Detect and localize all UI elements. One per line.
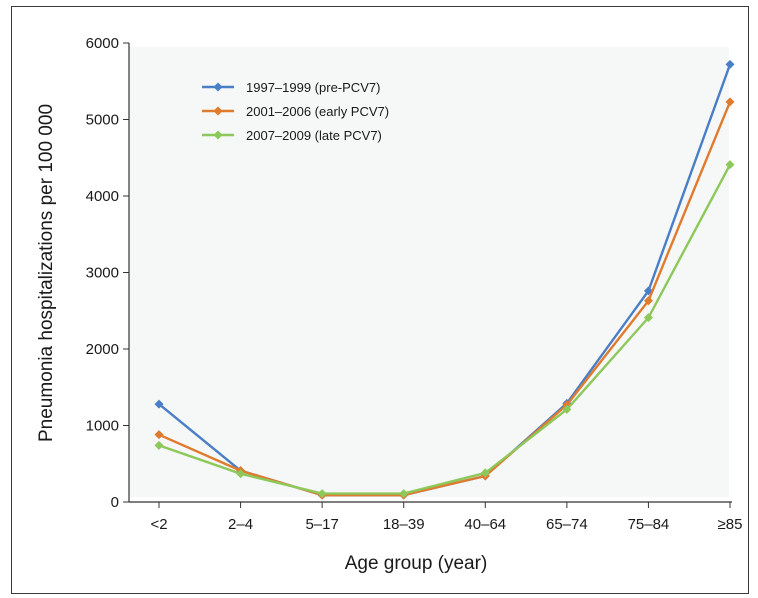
y-tick-label: 6000: [86, 35, 119, 52]
y-tick-label: 1000: [86, 418, 119, 435]
data-point: [562, 404, 572, 414]
series-line: [158, 101, 732, 497]
series-line: [158, 164, 732, 495]
series-lines: [154, 59, 735, 500]
x-tick-label: ≥85: [718, 516, 743, 533]
data-point: [643, 296, 653, 306]
line-chart: 0 1000 2000 3000 4000 5000 6000 <2 2–4 5–17 18–39 4…: [36, 35, 743, 574]
x-tick-label: 18–39: [383, 516, 425, 533]
x-tick-label: 2–4: [228, 516, 253, 533]
x-tick-label: 40–64: [464, 516, 506, 533]
data-point: [154, 399, 164, 409]
x-tick-label: <2: [150, 516, 167, 533]
legend-label: 2007–2009 (late PCV7): [246, 128, 382, 143]
data-point: [725, 160, 735, 170]
legend-swatch-marker: [213, 82, 223, 92]
y-axis-title: Pneumonia hospitalizations per 100 000: [36, 104, 57, 442]
legend-swatch-marker: [213, 106, 223, 116]
x-tick-label: 5–17: [305, 516, 338, 533]
chart-frame: 0 1000 2000 3000 4000 5000 6000 <2 2–4 5–17 18–39 4…: [11, 6, 749, 594]
x-tick-label: 75–84: [628, 516, 670, 533]
y-tick-label: 5000: [86, 112, 119, 129]
legend: 1997–1999 (pre-PCV7) 2001–2006 (early PCV…: [202, 80, 389, 143]
data-point: [317, 489, 327, 499]
data-point: [154, 440, 164, 450]
data-point: [399, 489, 409, 499]
y-tick-label: 4000: [86, 188, 119, 205]
data-point: [643, 313, 653, 323]
legend-swatch-marker: [213, 130, 223, 140]
x-tick-label: 65–74: [546, 516, 588, 533]
data-point: [236, 469, 246, 479]
data-point: [154, 430, 164, 440]
legend-label: 2001–2006 (early PCV7): [246, 104, 389, 119]
legend-label: 1997–1999 (pre-PCV7): [246, 80, 380, 95]
plot-area-background: [129, 47, 729, 497]
y-tick-label: 0: [111, 494, 119, 511]
y-tick-label: 2000: [86, 341, 119, 358]
x-axis-title: Age group (year): [345, 553, 488, 574]
data-point: [725, 59, 735, 69]
y-tick-label: 3000: [86, 265, 119, 282]
data-point: [480, 468, 490, 478]
axes: 0 1000 2000 3000 4000 5000 6000 <2 2–4 5–17 18–39 4…: [86, 35, 743, 533]
data-point: [725, 97, 735, 107]
